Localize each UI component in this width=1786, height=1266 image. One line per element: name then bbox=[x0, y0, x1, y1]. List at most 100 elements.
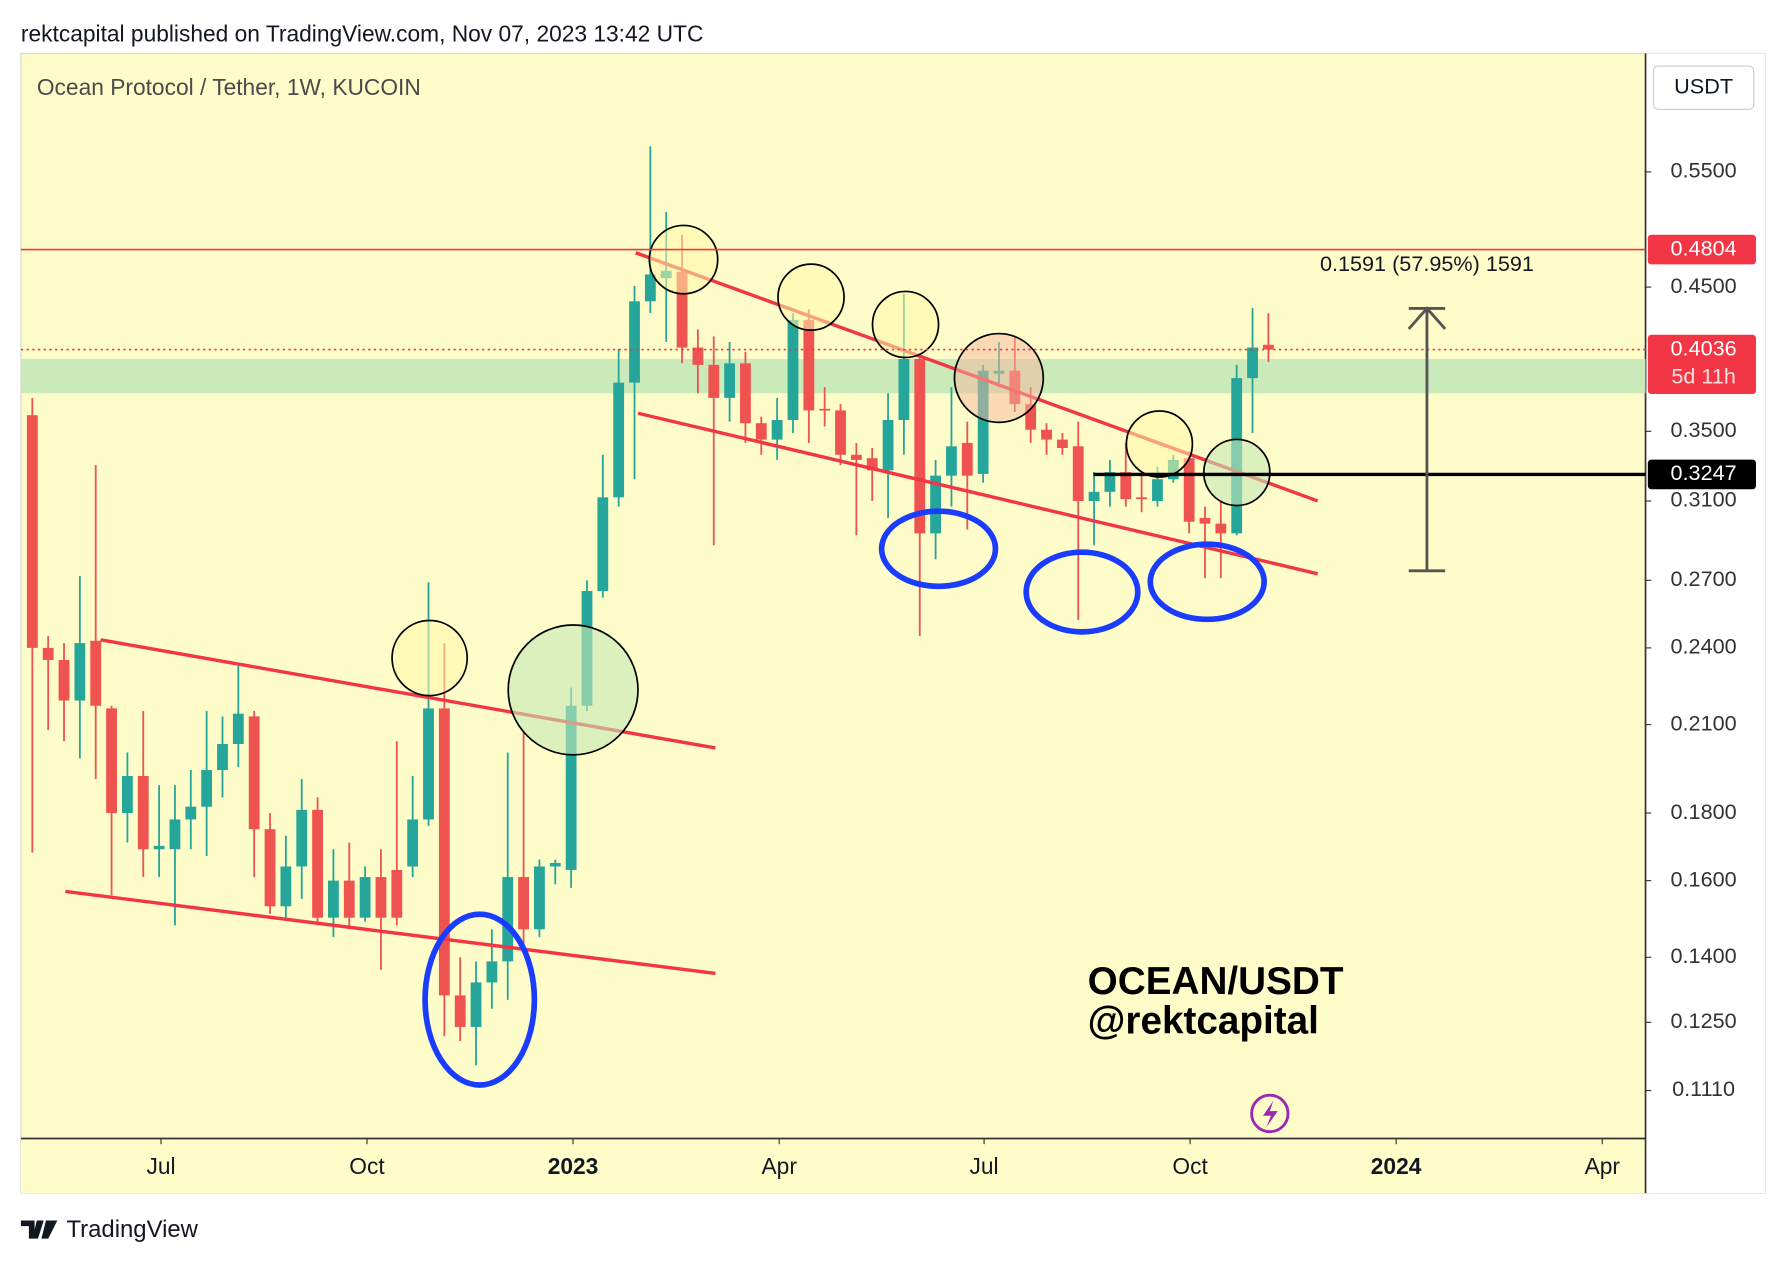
price-level-box bbox=[1647, 459, 1756, 490]
candle-body bbox=[629, 301, 640, 383]
candle-body bbox=[1183, 458, 1195, 522]
candle-body bbox=[724, 363, 735, 398]
candle-body bbox=[946, 446, 957, 476]
candle-body bbox=[930, 475, 942, 534]
candle-body bbox=[1041, 429, 1052, 440]
candle-body bbox=[961, 442, 973, 476]
candle-body bbox=[787, 319, 799, 420]
candle-body bbox=[58, 659, 70, 701]
candle-body bbox=[486, 961, 498, 983]
alert-icon[interactable] bbox=[1250, 1093, 1290, 1134]
candle-body bbox=[882, 419, 894, 471]
candle-body bbox=[676, 271, 688, 348]
candle-body bbox=[201, 770, 213, 807]
time-axis-panel bbox=[20, 1138, 1646, 1194]
x-tick-label: Jul bbox=[970, 1153, 999, 1179]
circle-marker bbox=[648, 224, 719, 295]
candle-body bbox=[1088, 491, 1100, 502]
candle-body bbox=[26, 415, 38, 648]
candle-body bbox=[740, 363, 751, 424]
publish-header: rektcapital published on TradingView.com… bbox=[21, 20, 703, 46]
x-tick-label: Apr bbox=[761, 1153, 797, 1179]
y-tick-label: 0.1250 bbox=[1671, 1008, 1737, 1033]
footer-brand: TradingView bbox=[66, 1216, 198, 1243]
candle-body bbox=[106, 708, 117, 814]
candle-body bbox=[1136, 497, 1148, 500]
circle-marker bbox=[507, 624, 639, 756]
zone bbox=[20, 359, 1646, 394]
hand-drawn-ellipse bbox=[422, 911, 538, 1088]
candle-body bbox=[755, 423, 767, 440]
candle-body bbox=[232, 713, 244, 745]
candle-body bbox=[343, 880, 355, 918]
alert-icon-bolt bbox=[1263, 1100, 1278, 1128]
candle-body bbox=[264, 829, 276, 907]
hand-drawn-ellipse bbox=[1147, 541, 1267, 623]
annotation: @rektcapital bbox=[1088, 1000, 1319, 1043]
y-tick-label: 0.3100 bbox=[1671, 487, 1737, 512]
candle-body bbox=[502, 877, 514, 962]
candle-body bbox=[122, 775, 133, 814]
chart-panel bbox=[20, 52, 1766, 1194]
y-tick-label: 0.2700 bbox=[1671, 566, 1737, 591]
price-level-label: 0.4036 bbox=[1671, 335, 1737, 360]
y-tick-label: 0.1110 bbox=[1672, 1076, 1735, 1101]
candle-body bbox=[914, 359, 926, 534]
y-tick-label: 0.2400 bbox=[1671, 634, 1737, 659]
candle-body bbox=[549, 862, 561, 867]
circle-marker bbox=[953, 332, 1045, 424]
candle-body bbox=[1120, 472, 1132, 500]
candle-body bbox=[375, 877, 387, 918]
hand-drawn-ellipse bbox=[878, 508, 999, 590]
candle-body bbox=[898, 359, 910, 420]
candle-body bbox=[771, 419, 783, 440]
measure-arrowhead bbox=[1407, 306, 1447, 330]
candle-body bbox=[153, 845, 165, 850]
candle-body bbox=[565, 705, 577, 870]
trendline bbox=[65, 889, 716, 976]
price-level-box bbox=[1647, 334, 1756, 394]
x-tick-label: Apr bbox=[1585, 1153, 1621, 1179]
circle-marker bbox=[1202, 438, 1271, 507]
candle-body bbox=[438, 708, 450, 996]
candle-body bbox=[248, 716, 260, 830]
candle-body bbox=[391, 869, 403, 918]
candle-body bbox=[518, 877, 529, 930]
symbol-title: Ocean Protocol / Tether, 1W, KUCOIN bbox=[37, 74, 421, 100]
x-tick-label: 2024 bbox=[1371, 1153, 1422, 1179]
candle-body bbox=[74, 643, 86, 701]
annotation: OCEAN/USDT bbox=[1088, 960, 1344, 1003]
circle-marker bbox=[777, 263, 845, 332]
candle-body bbox=[328, 880, 339, 918]
candle-body bbox=[90, 640, 102, 706]
candle-body bbox=[1152, 479, 1163, 502]
x-tick-label: Jul bbox=[146, 1153, 175, 1179]
currency-label: USDT bbox=[1674, 73, 1733, 98]
price-level-box bbox=[1647, 234, 1756, 265]
x-tick-label: 2023 bbox=[548, 1153, 599, 1179]
candle-body bbox=[42, 647, 54, 660]
candle-body bbox=[280, 866, 292, 907]
x-tick-label: Oct bbox=[349, 1153, 385, 1179]
circle-marker bbox=[871, 290, 940, 359]
candle-body bbox=[1199, 517, 1211, 524]
y-tick-label: 0.1400 bbox=[1671, 943, 1737, 968]
y-tick-label: 0.2100 bbox=[1671, 710, 1737, 735]
currency-button[interactable] bbox=[1652, 65, 1755, 110]
candle-body bbox=[470, 982, 482, 1027]
hand-drawn-ellipse bbox=[1023, 549, 1141, 635]
candle-body bbox=[1104, 472, 1116, 492]
candle-body bbox=[644, 274, 656, 302]
candle-body bbox=[217, 744, 228, 771]
circle-marker bbox=[1125, 410, 1194, 478]
y-tick-label: 0.5500 bbox=[1671, 158, 1737, 183]
y-tick-label: 0.3500 bbox=[1671, 417, 1737, 442]
candle-body bbox=[708, 364, 720, 398]
candle-body bbox=[1056, 439, 1068, 448]
candle-body bbox=[407, 819, 419, 867]
candle-body bbox=[692, 347, 704, 365]
candle-body bbox=[613, 382, 625, 498]
candle-body bbox=[169, 819, 181, 850]
candle-body bbox=[1247, 347, 1258, 379]
